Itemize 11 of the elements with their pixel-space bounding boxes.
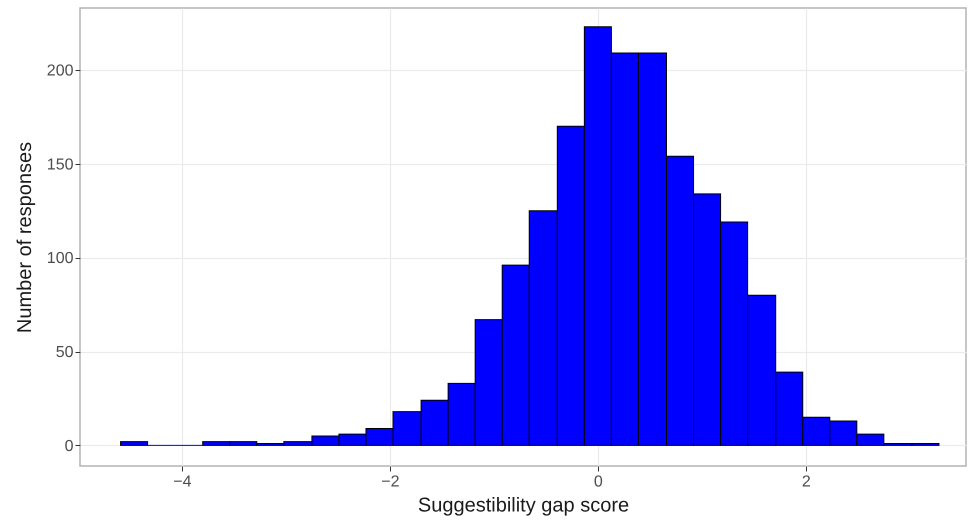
y-tick-label: 0	[64, 438, 74, 455]
x-axis-title: Suggestibility gap score	[418, 494, 630, 516]
x-tick-label: −4	[173, 474, 192, 490]
y-tick-label: 50	[56, 344, 74, 361]
y-tick-label: 100	[46, 250, 74, 268]
y-tick-label: 150	[46, 156, 74, 174]
x-tick-label: 2	[802, 474, 811, 490]
x-tick-label: −2	[381, 474, 400, 490]
y-axis-title: Number of responses	[14, 142, 36, 334]
x-tick-label: 0	[594, 474, 603, 490]
y-tick-label: 200	[46, 62, 74, 80]
